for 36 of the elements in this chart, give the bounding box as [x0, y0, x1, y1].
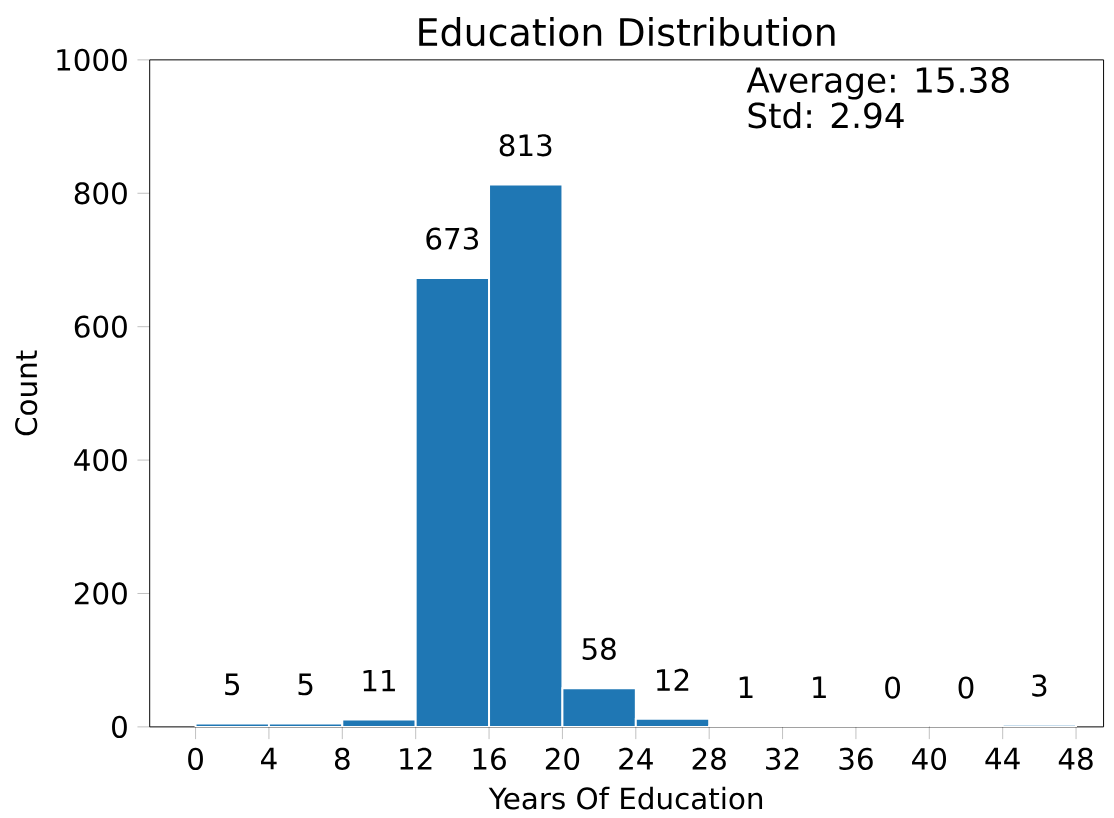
annotation: Average: 15.38	[746, 66, 1009, 100]
data-label: 1	[739, 676, 753, 698]
x-tick-label: 8	[334, 747, 350, 770]
x-tick-label: 44	[985, 747, 1020, 770]
data-label: 0	[958, 676, 974, 699]
x-tick-label: 32	[766, 747, 799, 770]
data-label: 5	[225, 673, 240, 696]
y-tick-label: 200	[74, 582, 127, 605]
x-tick-label: 20	[545, 747, 580, 770]
y-tick-label: 400	[74, 448, 127, 472]
data-label: 11	[363, 669, 395, 692]
y-tick-label: 0	[112, 715, 127, 738]
y-tick-label: 1000	[57, 48, 127, 71]
data-label: 813	[499, 134, 552, 157]
x-tick-label: 0	[188, 747, 203, 770]
x-tick-label: 24	[619, 747, 653, 770]
data-label: 673	[426, 227, 479, 250]
y-tick-label: 800	[74, 182, 127, 205]
x-tick-label: 4	[261, 747, 277, 770]
y-axis-title: Count	[15, 350, 38, 436]
x-tick-label: 28	[692, 747, 726, 770]
x-tick-label: 12	[400, 747, 432, 770]
chart-title: Education Distribution	[419, 16, 835, 47]
data-label: 1	[813, 676, 826, 698]
data-label: 3	[1032, 674, 1047, 697]
data-label: 0	[885, 676, 901, 699]
data-label: 58	[582, 637, 616, 660]
x-tick-label: 40	[912, 747, 947, 770]
data-label: 5	[298, 673, 313, 696]
data-label: 12	[657, 668, 689, 691]
x-axis-title: Years Of Education	[488, 786, 763, 810]
x-tick-label: 48	[1058, 747, 1093, 770]
x-tick-label: 36	[839, 747, 873, 770]
x-tick-label: 16	[473, 747, 506, 770]
y-tick-label: 600	[74, 315, 127, 338]
annotation: Std: 2.94	[748, 101, 904, 129]
